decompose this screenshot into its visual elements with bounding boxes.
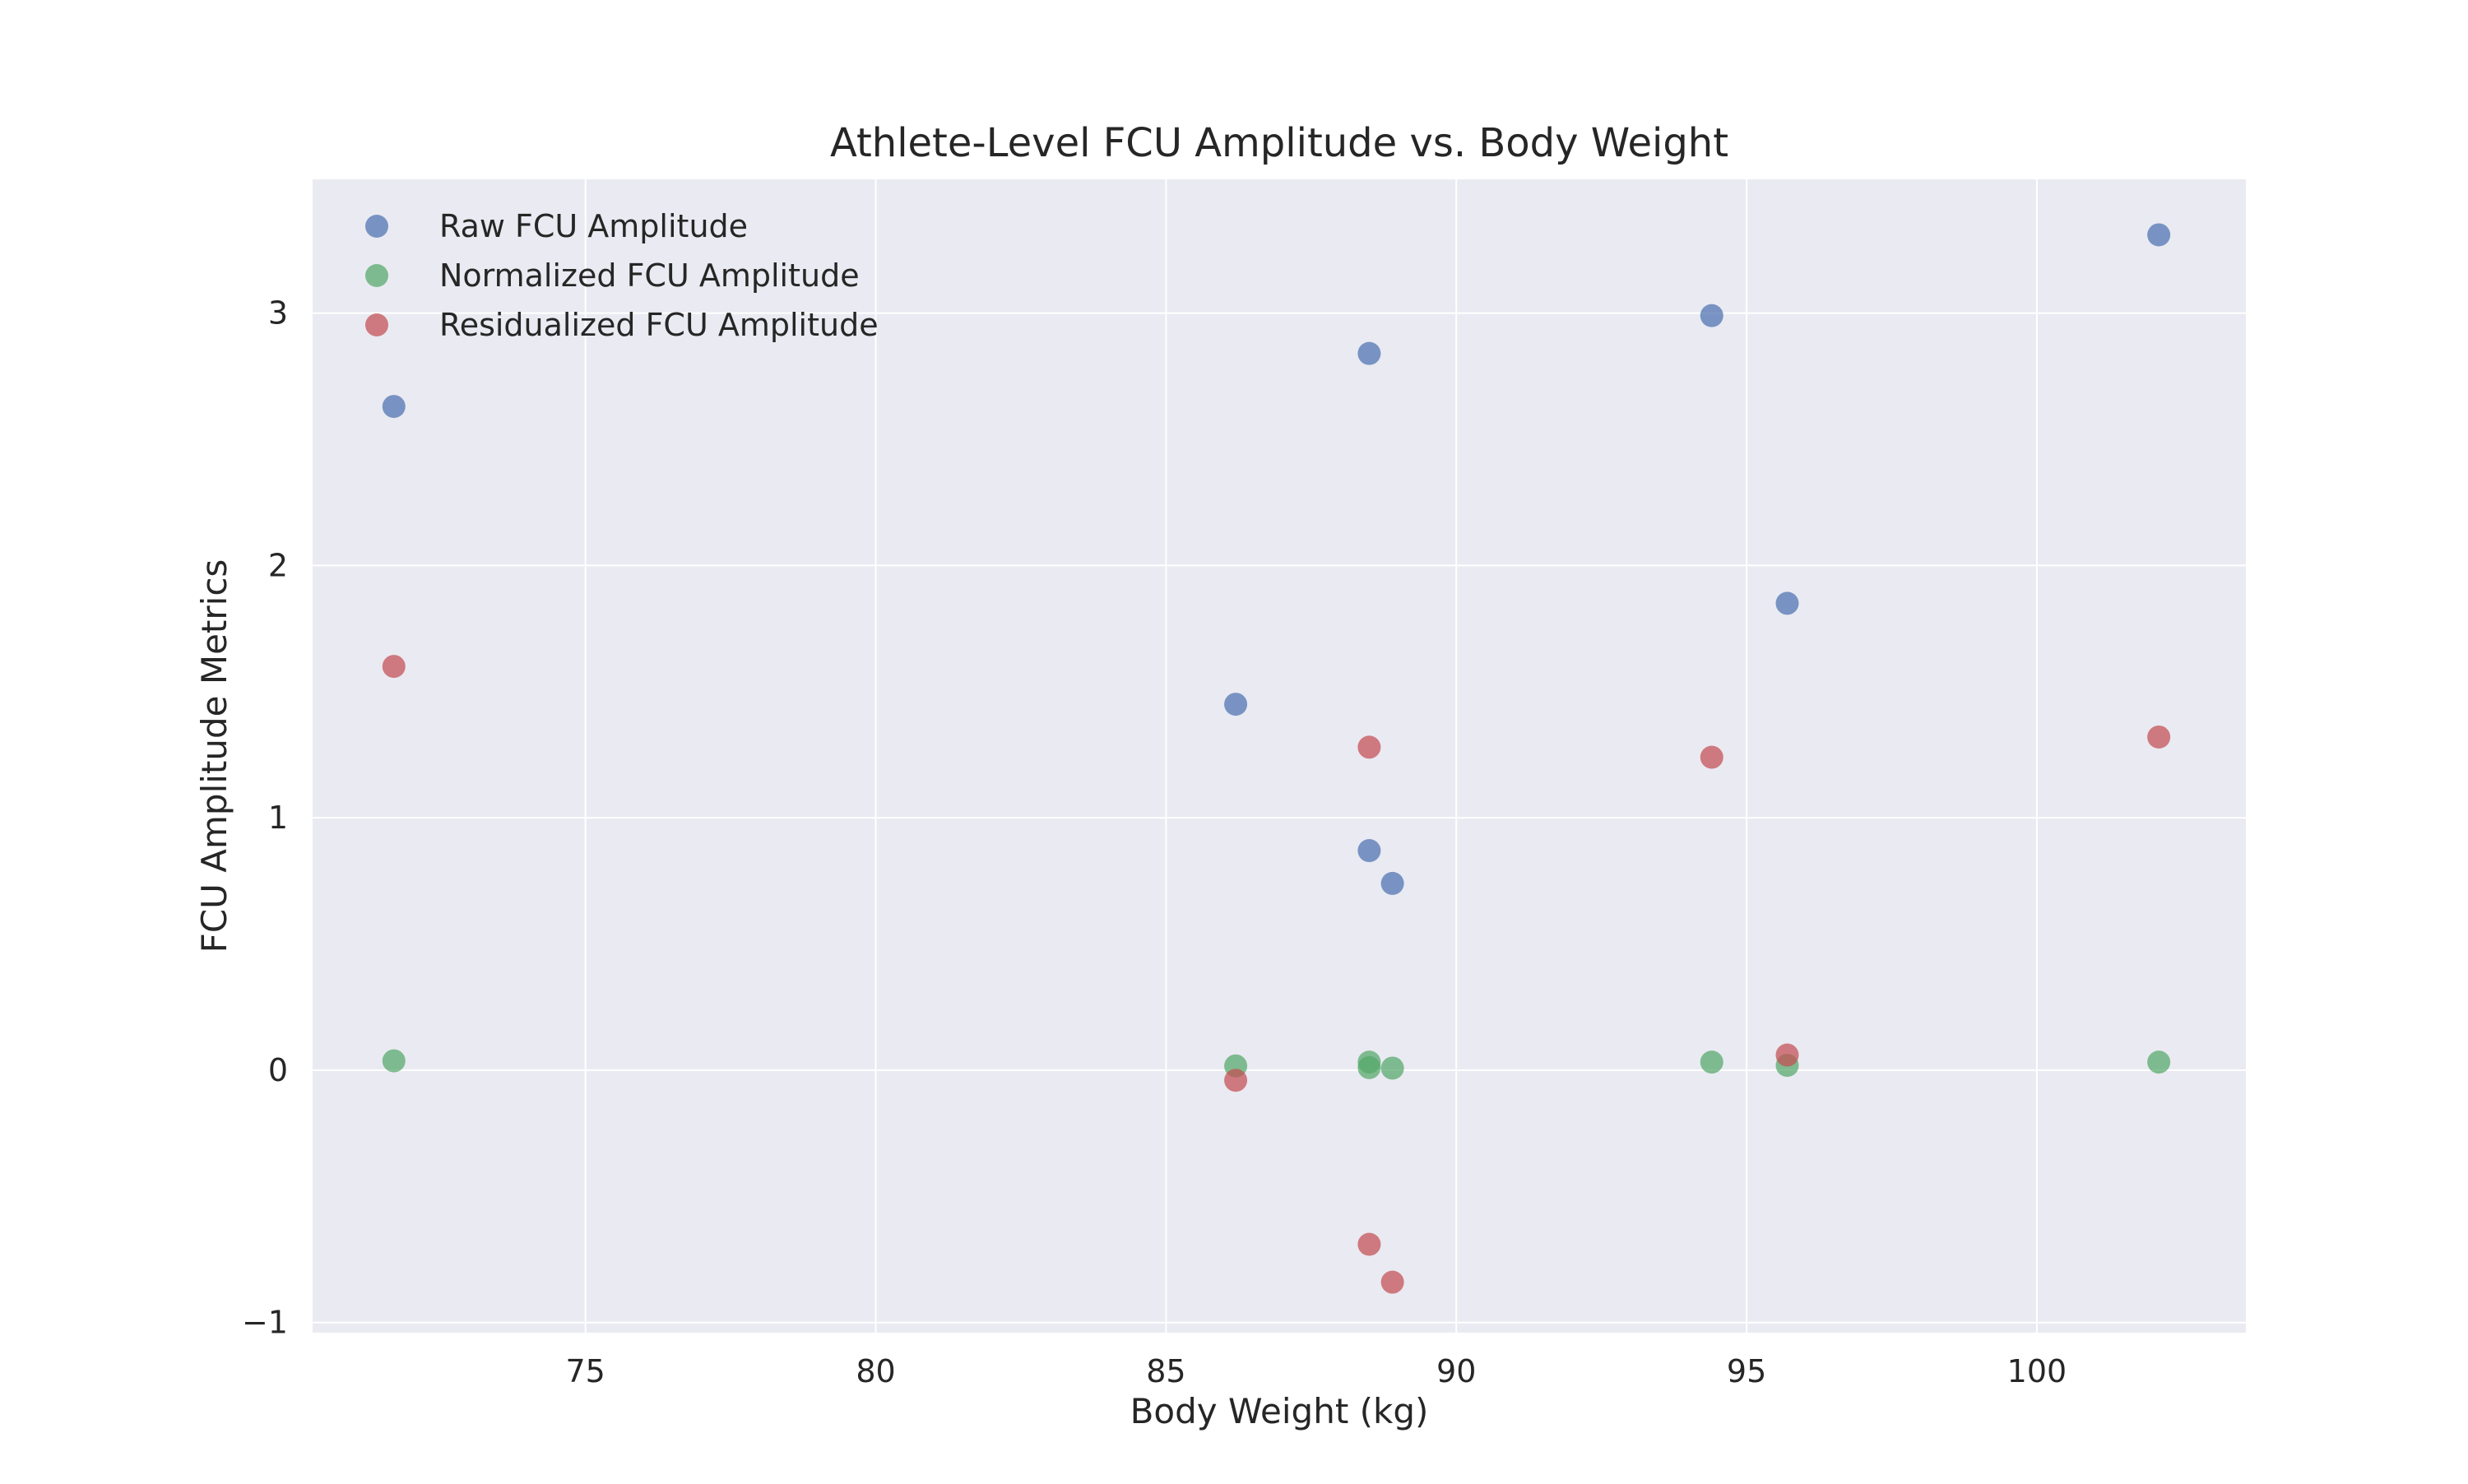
- legend-marker: [365, 313, 388, 336]
- legend-label: Normalized FCU Amplitude: [439, 257, 860, 294]
- data-point: [1224, 1069, 1248, 1092]
- data-point: [1700, 304, 1723, 327]
- y-tick-label: −1: [242, 1305, 288, 1341]
- x-axis-label: Body Weight (kg): [1130, 1391, 1429, 1431]
- data-point: [382, 655, 406, 679]
- data-point: [1380, 1056, 1404, 1080]
- data-point: [1357, 341, 1381, 365]
- x-tick-label: 80: [856, 1353, 895, 1389]
- x-tick-label: 100: [2007, 1353, 2067, 1389]
- y-tick-label: 3: [268, 295, 288, 332]
- data-point: [2147, 223, 2171, 247]
- y-axis-label: FCU Amplitude Metrics: [194, 559, 234, 953]
- legend-label: Residualized FCU Amplitude: [439, 307, 879, 343]
- data-point: [1700, 745, 1723, 769]
- data-point: [1380, 871, 1404, 895]
- x-tick-label: 85: [1146, 1353, 1185, 1389]
- data-point: [382, 1049, 406, 1073]
- data-point: [1357, 1232, 1381, 1256]
- chart-title: Athlete-Level FCU Amplitude vs. Body Wei…: [830, 120, 1728, 166]
- data-point: [1775, 1043, 1799, 1067]
- data-point: [1357, 1055, 1381, 1079]
- plot-area: [313, 179, 2246, 1333]
- grid-lines: [313, 179, 2246, 1333]
- data-points: [382, 223, 2171, 1294]
- series-3: [382, 655, 2171, 1294]
- y-tick-label: 1: [268, 800, 288, 836]
- x-tick-label: 95: [1727, 1353, 1766, 1389]
- y-tick-label: 0: [268, 1052, 288, 1088]
- y-tick-label: 2: [268, 547, 288, 583]
- data-point: [1775, 591, 1799, 615]
- series-1: [382, 223, 2171, 895]
- legend: Raw FCU Amplitude Normalized FCU Amplitud…: [365, 208, 879, 343]
- data-point: [1357, 735, 1381, 759]
- data-point: [1224, 693, 1248, 716]
- x-tick-label: 90: [1436, 1353, 1476, 1389]
- data-point: [1380, 1270, 1404, 1294]
- legend-marker: [365, 264, 388, 287]
- legend-label: Raw FCU Amplitude: [439, 208, 748, 244]
- legend-marker: [365, 215, 388, 238]
- data-point: [382, 395, 406, 419]
- tick-labels: 75 80 85 90 95 100 −1 0 1 2 3: [242, 295, 2067, 1389]
- data-point: [2147, 725, 2171, 749]
- data-point: [1357, 839, 1381, 863]
- x-tick-label: 75: [566, 1353, 605, 1389]
- data-point: [1700, 1050, 1723, 1074]
- data-point: [2147, 1050, 2171, 1074]
